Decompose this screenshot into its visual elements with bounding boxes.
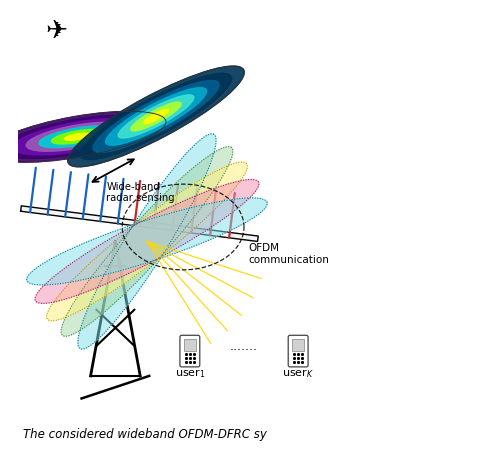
Text: user$_K$: user$_K$: [282, 367, 314, 380]
Polygon shape: [20, 206, 258, 242]
Bar: [292, 339, 305, 351]
Ellipse shape: [81, 73, 232, 160]
Ellipse shape: [39, 126, 115, 148]
Ellipse shape: [14, 118, 141, 155]
Ellipse shape: [64, 133, 90, 140]
Text: .......: .......: [230, 340, 258, 353]
Ellipse shape: [47, 162, 247, 321]
Ellipse shape: [131, 102, 181, 131]
FancyBboxPatch shape: [288, 336, 308, 367]
Ellipse shape: [52, 129, 102, 144]
Text: The considered wideband OFDM-DFRC sy: The considered wideband OFDM-DFRC sy: [23, 428, 267, 441]
Ellipse shape: [118, 95, 194, 138]
Text: Wide-band
radar sensing: Wide-band radar sensing: [106, 182, 175, 203]
Text: user$_1$: user$_1$: [175, 367, 205, 380]
Ellipse shape: [35, 179, 259, 303]
Ellipse shape: [68, 66, 244, 167]
Ellipse shape: [105, 88, 206, 145]
Ellipse shape: [143, 109, 169, 123]
FancyBboxPatch shape: [180, 336, 200, 367]
Text: ✈: ✈: [46, 18, 68, 44]
Ellipse shape: [1, 115, 153, 158]
Ellipse shape: [93, 80, 219, 153]
Ellipse shape: [61, 147, 233, 336]
Bar: [183, 339, 196, 351]
Text: OFDM
communication: OFDM communication: [248, 243, 329, 265]
Ellipse shape: [26, 122, 128, 151]
Ellipse shape: [78, 134, 216, 349]
Ellipse shape: [27, 198, 267, 285]
Ellipse shape: [0, 111, 166, 162]
